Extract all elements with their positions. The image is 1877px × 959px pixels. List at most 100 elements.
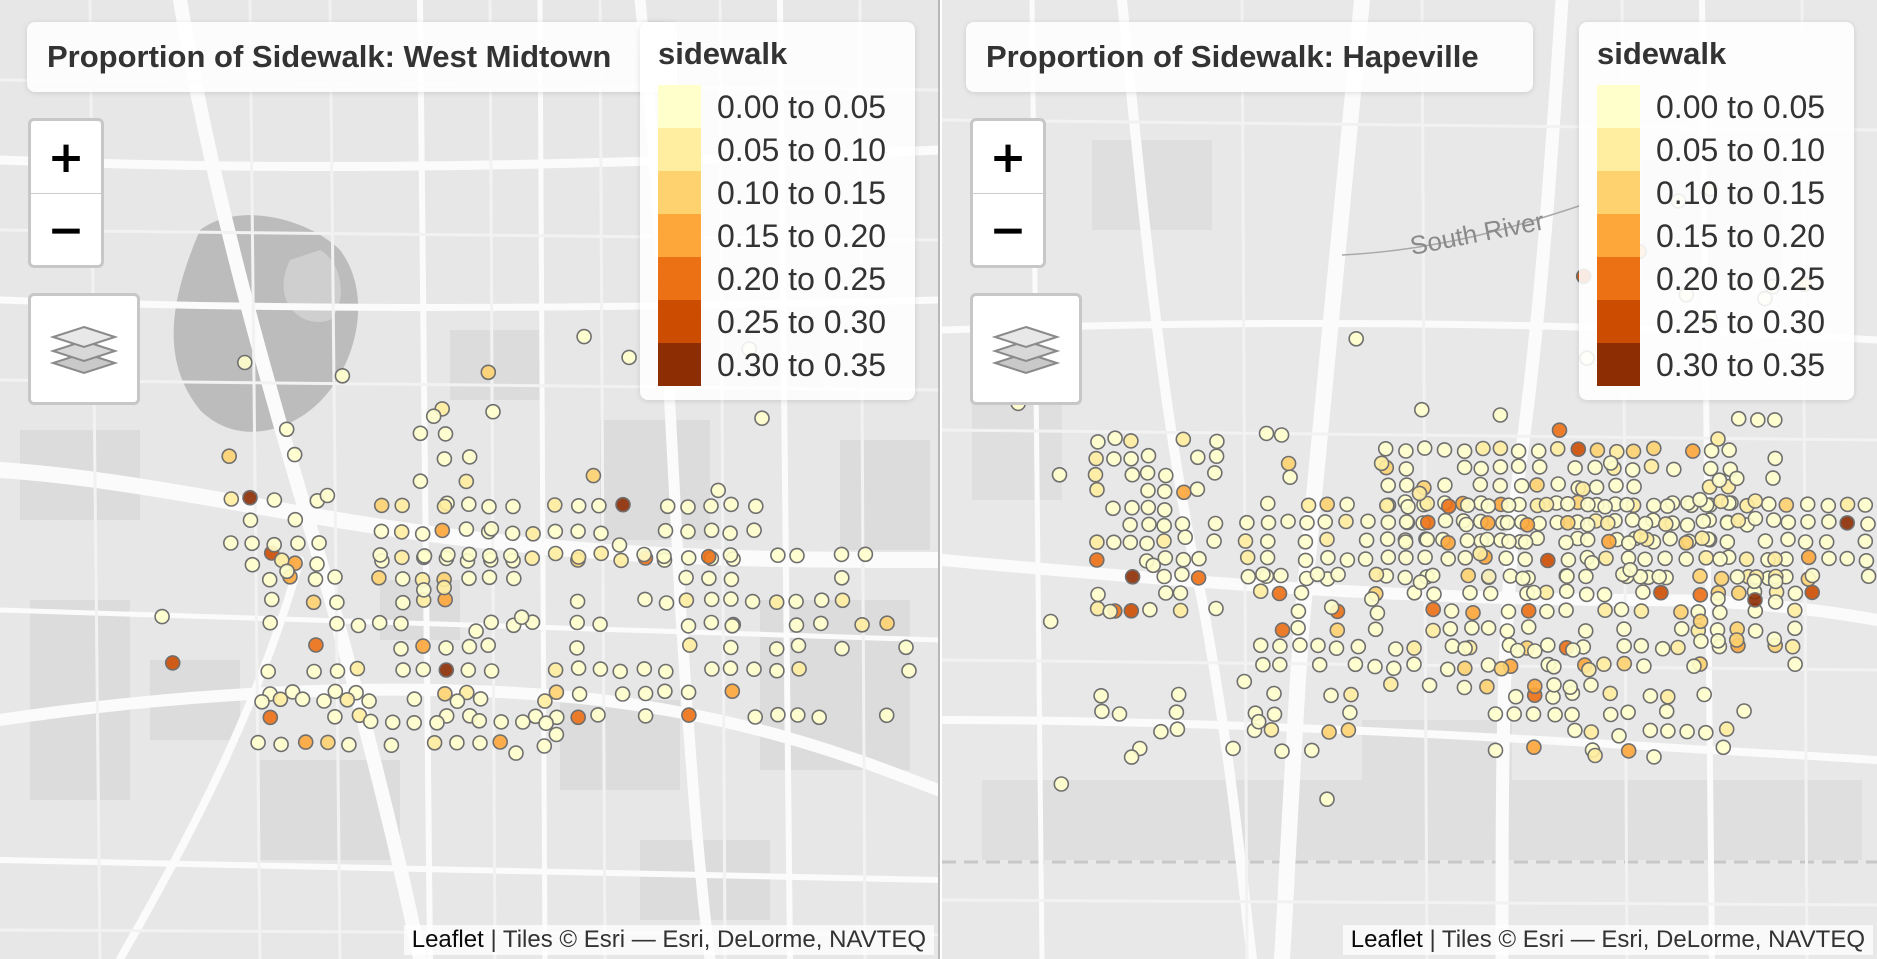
data-point[interactable] bbox=[1626, 478, 1642, 495]
data-point[interactable] bbox=[1170, 686, 1187, 703]
data-point[interactable] bbox=[1596, 586, 1613, 603]
data-point[interactable] bbox=[1462, 584, 1478, 601]
data-point[interactable] bbox=[1728, 632, 1745, 648]
data-point[interactable] bbox=[393, 615, 409, 632]
data-point[interactable] bbox=[1487, 742, 1504, 759]
data-point[interactable] bbox=[1616, 638, 1633, 654]
data-point[interactable] bbox=[327, 683, 344, 700]
data-point[interactable] bbox=[1369, 605, 1386, 621]
data-point[interactable] bbox=[1492, 407, 1509, 423]
data-point[interactable] bbox=[1225, 740, 1241, 757]
data-point[interactable] bbox=[1583, 724, 1600, 740]
data-point[interactable] bbox=[1857, 497, 1874, 513]
data-point[interactable] bbox=[1526, 643, 1543, 659]
data-point[interactable] bbox=[1297, 533, 1314, 550]
data-point[interactable] bbox=[1140, 482, 1156, 499]
data-point[interactable] bbox=[334, 367, 351, 384]
data-point[interactable] bbox=[1176, 484, 1192, 501]
data-point[interactable] bbox=[1456, 459, 1473, 476]
data-point[interactable] bbox=[1588, 479, 1605, 496]
data-point[interactable] bbox=[1710, 431, 1726, 447]
data-point[interactable] bbox=[1767, 450, 1784, 467]
data-point[interactable] bbox=[461, 570, 477, 587]
zoom-in-button[interactable]: + bbox=[973, 121, 1043, 194]
data-point[interactable] bbox=[394, 497, 411, 514]
data-point[interactable] bbox=[1579, 516, 1596, 533]
data-point[interactable] bbox=[1611, 727, 1627, 744]
data-point[interactable] bbox=[1424, 567, 1441, 584]
data-point[interactable] bbox=[1587, 459, 1603, 476]
data-point[interactable] bbox=[1440, 498, 1457, 515]
data-point[interactable] bbox=[1780, 531, 1796, 548]
data-point[interactable] bbox=[394, 571, 411, 587]
data-point[interactable] bbox=[571, 686, 588, 702]
data-point[interactable] bbox=[1728, 470, 1745, 487]
data-point[interactable] bbox=[1472, 545, 1488, 562]
data-point[interactable] bbox=[1190, 449, 1206, 466]
leaflet-link[interactable]: Leaflet bbox=[1350, 926, 1423, 953]
data-point[interactable] bbox=[1673, 620, 1690, 637]
data-point[interactable] bbox=[261, 571, 278, 588]
data-point[interactable] bbox=[1413, 401, 1430, 418]
data-point[interactable] bbox=[154, 608, 170, 625]
data-point[interactable] bbox=[223, 491, 240, 507]
data-point[interactable] bbox=[1665, 461, 1682, 478]
data-point[interactable] bbox=[1502, 568, 1519, 584]
data-point[interactable] bbox=[471, 712, 488, 729]
data-point[interactable] bbox=[1657, 550, 1673, 567]
data-point[interactable] bbox=[1172, 602, 1189, 619]
data-point[interactable] bbox=[1673, 604, 1689, 620]
data-point[interactable] bbox=[1620, 704, 1636, 721]
data-point[interactable] bbox=[636, 546, 652, 563]
data-point[interactable] bbox=[305, 594, 322, 611]
data-point[interactable] bbox=[1140, 499, 1157, 516]
zoom-in-button[interactable]: + bbox=[31, 121, 101, 194]
data-point[interactable] bbox=[1514, 570, 1531, 587]
data-point[interactable] bbox=[1377, 440, 1394, 457]
data-point[interactable] bbox=[1051, 466, 1068, 483]
data-point[interactable] bbox=[703, 591, 720, 608]
data-point[interactable] bbox=[1310, 637, 1326, 654]
zoom-out-button[interactable]: − bbox=[47, 204, 85, 256]
data-point[interactable] bbox=[747, 498, 764, 515]
data-point[interactable] bbox=[898, 639, 914, 656]
data-point[interactable] bbox=[1578, 586, 1595, 603]
data-point[interactable] bbox=[1456, 443, 1473, 460]
data-point[interactable] bbox=[412, 425, 429, 442]
data-point[interactable] bbox=[1679, 723, 1695, 740]
data-point[interactable] bbox=[1730, 585, 1747, 601]
data-point[interactable] bbox=[1492, 477, 1509, 494]
data-point[interactable] bbox=[1786, 602, 1803, 619]
data-point[interactable] bbox=[1106, 451, 1122, 467]
data-point[interactable] bbox=[834, 640, 850, 657]
data-point[interactable] bbox=[791, 661, 807, 677]
data-point[interactable] bbox=[789, 547, 805, 564]
data-point[interactable] bbox=[384, 714, 401, 731]
data-point[interactable] bbox=[547, 523, 564, 540]
data-point[interactable] bbox=[1625, 443, 1642, 460]
data-point[interactable] bbox=[811, 709, 828, 726]
data-point[interactable] bbox=[1457, 640, 1473, 657]
data-point[interactable] bbox=[394, 549, 410, 566]
data-point[interactable] bbox=[406, 691, 423, 707]
data-point[interactable] bbox=[1597, 602, 1613, 619]
data-point[interactable] bbox=[1635, 584, 1651, 600]
data-point[interactable] bbox=[461, 449, 478, 465]
data-point[interactable] bbox=[221, 448, 237, 465]
data-point[interactable] bbox=[1622, 561, 1639, 578]
data-point[interactable] bbox=[1111, 706, 1128, 722]
data-point[interactable] bbox=[1319, 496, 1336, 513]
data-point[interactable] bbox=[458, 473, 475, 490]
data-point[interactable] bbox=[395, 594, 411, 611]
data-point[interactable] bbox=[371, 569, 387, 586]
data-point[interactable] bbox=[1123, 450, 1139, 467]
data-point[interactable] bbox=[1860, 516, 1876, 532]
data-point[interactable] bbox=[1239, 549, 1256, 566]
data-point[interactable] bbox=[1094, 703, 1110, 720]
data-point[interactable] bbox=[1412, 574, 1429, 591]
data-point[interactable] bbox=[329, 594, 345, 611]
data-point[interactable] bbox=[1520, 619, 1537, 635]
data-point[interactable] bbox=[1480, 568, 1497, 585]
data-point[interactable] bbox=[1587, 747, 1603, 764]
data-point[interactable] bbox=[278, 421, 295, 438]
